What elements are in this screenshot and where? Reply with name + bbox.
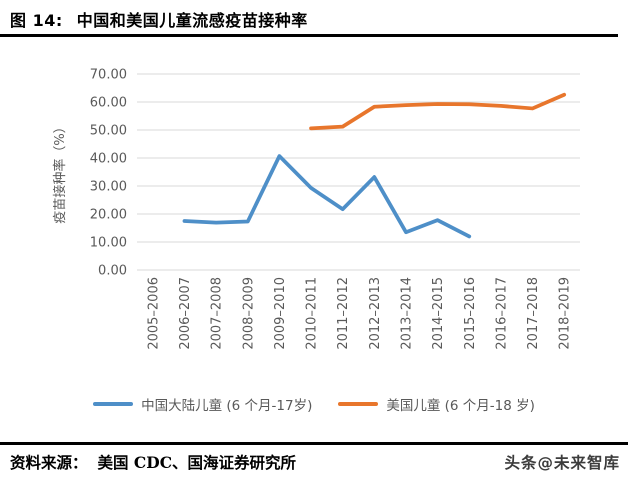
x-tick-label: 2009–2010 — [273, 277, 288, 350]
y-tick-label: 40.00 — [90, 152, 127, 167]
x-tick-label: 2015–2016 — [463, 277, 478, 350]
title-divider — [0, 34, 618, 37]
usa-series-label: 美国儿童 (6 个月-18 岁) — [386, 398, 535, 414]
figure-number: 图 14: — [10, 11, 63, 30]
x-tick-label: 2005–2006 — [146, 277, 161, 350]
usa-series-swatch — [338, 402, 379, 406]
x-tick-label: 2007–2008 — [210, 277, 225, 350]
x-tick-label: 2013–2014 — [399, 277, 414, 350]
footer-divider — [0, 442, 628, 445]
x-tick-label: 2011–2012 — [336, 277, 351, 350]
figure-title-text: 中国和美国儿童流感疫苗接种率 — [76, 11, 308, 30]
source-note: 资料来源： 美国 CDC、国海证券研究所 — [10, 451, 296, 473]
vaccination-rate-chart: 疫苗接种率（%） 0.00 10.00 20.00 30.00 40.00 50.00 60… — [52, 68, 580, 350]
china-series-label: 中国大陆儿童 (6 个月-17岁) — [141, 398, 313, 414]
y-tick-label: 70.00 — [90, 68, 127, 83]
y-tick-label: 20.00 — [90, 208, 127, 223]
chart-legend: 中国大陆儿童 (6 个月-17岁) 美国儿童 (6 个月-18 岁) — [0, 394, 628, 414]
x-tick-label: 2016–2017 — [494, 277, 509, 350]
china-series-swatch — [93, 402, 134, 406]
x-tick-label: 2006–2007 — [178, 277, 193, 350]
y-tick-label: 30.00 — [90, 180, 127, 195]
y-tick-label: 10.00 — [90, 236, 127, 251]
y-tick-label: 50.00 — [90, 124, 127, 139]
y-tick-label: 0.00 — [98, 264, 127, 279]
figure-title: 图 14: 中国和美国儿童流感疫苗接种率 — [10, 7, 308, 31]
x-tick-label: 2008–2009 — [241, 277, 256, 350]
series-line — [309, 92, 567, 131]
source-text: 美国 CDC、国海证券研究所 — [97, 453, 297, 472]
watermark: 头条@未来智库 — [504, 454, 620, 472]
x-tick-label: 2018–2019 — [558, 277, 573, 350]
legend-item-usa: 美国儿童 (6 个月-18 岁) — [338, 394, 535, 414]
x-tick-label: 2017–2018 — [526, 277, 541, 350]
x-tick-label: 2010–2011 — [305, 277, 320, 350]
x-tick-label: 2014–2015 — [431, 277, 446, 350]
y-axis-title: 疫苗接种率（%） — [52, 120, 68, 223]
y-tick-label: 60.00 — [90, 96, 127, 111]
x-tick-label: 2012–2013 — [368, 277, 383, 350]
source-label: 资料来源： — [10, 453, 88, 472]
series-line — [182, 154, 472, 239]
legend-item-china: 中国大陆儿童 (6 个月-17岁) — [93, 394, 312, 414]
